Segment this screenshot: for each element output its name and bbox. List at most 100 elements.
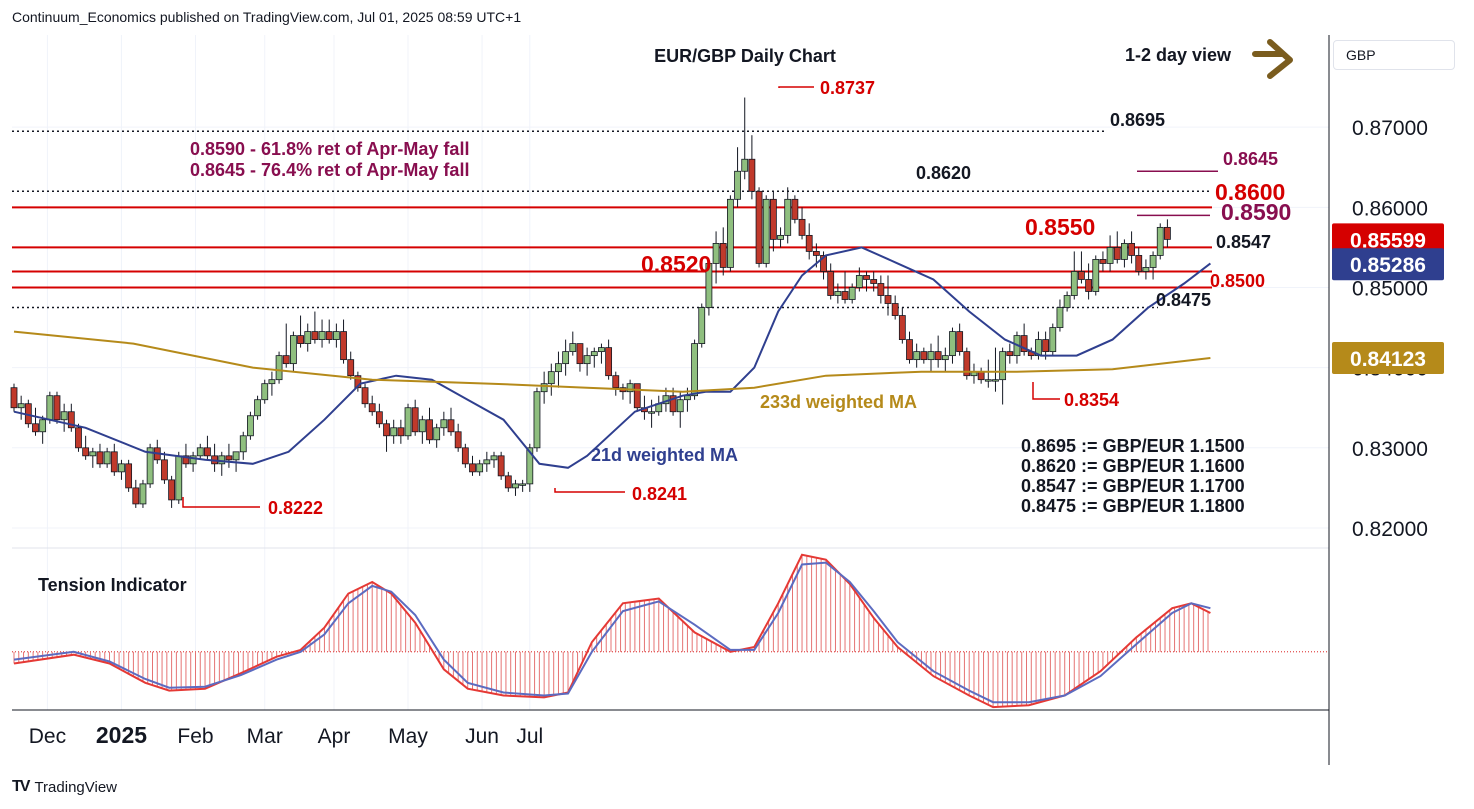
candle-body — [533, 391, 541, 449]
tradingview-logo[interactable]: TV TradingView — [12, 778, 117, 796]
candle-body — [855, 275, 863, 288]
candle-body — [67, 411, 75, 429]
y-tick-label: 0.87000 — [1352, 117, 1428, 140]
annotation-fib-618: 0.8590 - 61.8% ret of Apr-May fall — [190, 139, 469, 159]
candle-body — [741, 158, 749, 172]
candle-body — [1135, 255, 1143, 272]
candle-body — [125, 463, 133, 489]
level-label-8500: 0.8500 — [1210, 271, 1265, 291]
candle-body — [82, 447, 90, 457]
candle-body — [1156, 226, 1164, 256]
candle-body — [325, 331, 333, 340]
candle-body — [53, 395, 61, 421]
candle-body — [390, 427, 398, 437]
candle-body — [340, 331, 347, 361]
annotation-low-8222: 0.8222 — [268, 498, 323, 518]
candle-body — [984, 379, 992, 382]
level-label-8600: 0.8600 — [1215, 179, 1285, 205]
price-tag-label: 0.85599 — [1350, 229, 1426, 252]
candle-body — [519, 483, 527, 486]
candle-body — [762, 198, 770, 264]
candle-body — [598, 347, 605, 353]
candle-body — [368, 403, 376, 413]
candle-body — [547, 371, 555, 385]
candle-body — [483, 459, 491, 465]
candle-body — [1020, 335, 1028, 353]
candle-body — [848, 287, 856, 300]
candle-body — [1099, 259, 1107, 264]
candle-body — [204, 447, 211, 457]
tension-indicator-title: Tension Indicator — [38, 575, 187, 595]
candle-body — [118, 463, 125, 473]
candle-body — [469, 463, 476, 473]
candle-body — [1056, 307, 1064, 328]
candle-body — [798, 218, 806, 236]
level-label-8547: 0.8547 — [1216, 232, 1271, 252]
candle-body — [927, 351, 935, 361]
candle-body — [734, 170, 741, 200]
candle-body — [949, 331, 956, 357]
candle-body — [75, 427, 82, 449]
candle-body — [161, 459, 168, 481]
candle-body — [1092, 259, 1100, 292]
candle-body — [812, 251, 820, 256]
candle-body — [46, 395, 54, 421]
candle-body — [605, 347, 613, 377]
candle-body — [132, 487, 140, 505]
candle-body — [447, 419, 455, 433]
y-tick-label: 0.86000 — [1352, 197, 1428, 220]
candle-body — [963, 351, 971, 377]
candle-body — [96, 451, 104, 465]
candle-body — [261, 383, 269, 401]
candle-body — [977, 371, 985, 381]
candle-body — [1142, 267, 1150, 272]
candle-body — [684, 395, 691, 401]
candle-body — [863, 275, 870, 280]
candle-body — [1113, 247, 1121, 260]
price-tag-bg — [1332, 342, 1444, 375]
candle-body — [433, 427, 441, 441]
level-label-8590: 0.8590 — [1221, 199, 1291, 225]
candle-body — [1063, 295, 1071, 308]
candle-body — [669, 395, 677, 413]
currency-selector[interactable]: GBP — [1333, 40, 1455, 70]
candle-body — [769, 198, 777, 240]
candle-body — [576, 343, 584, 365]
candle-body — [297, 335, 304, 345]
annotation-conversion-1: 0.8695 := GBP/EUR 1.1500 — [1021, 436, 1245, 456]
candle-body — [648, 411, 655, 414]
tension-oscillator-line — [13, 553, 1211, 709]
tension-signal-line — [13, 561, 1211, 704]
candle-body — [590, 351, 598, 357]
candle-body — [175, 455, 183, 501]
candle-body — [461, 447, 469, 465]
leader-8737 — [778, 86, 814, 88]
tradingview-mark-icon: TV — [12, 778, 31, 795]
tradingview-brand: TradingView — [34, 778, 117, 796]
leader-8222 — [182, 497, 260, 508]
x-tick-label: May — [388, 725, 428, 748]
tension-indicator: Tension Indicator — [12, 553, 1329, 709]
annotations: EUR/GBP Daily Chart 1-2 day view 0.8695 0.8… — [182, 39, 1293, 518]
candle-body — [1006, 351, 1014, 357]
candle-body — [898, 315, 906, 340]
candle-body — [504, 475, 512, 489]
leader-8241 — [554, 488, 625, 493]
candle-body — [232, 451, 240, 461]
candle-body — [354, 375, 362, 389]
candle-body — [17, 403, 25, 409]
candle-body — [841, 291, 849, 300]
price-tag-bg — [1332, 248, 1444, 281]
annotation-conversion-3: 0.8547 := GBP/EUR 1.1700 — [1021, 476, 1245, 496]
candle-body — [755, 190, 763, 264]
candle-body — [784, 198, 792, 236]
candle-body — [139, 483, 147, 505]
candle-body — [870, 279, 878, 284]
candle-body — [999, 351, 1007, 381]
candle-body — [304, 331, 312, 345]
x-tick-label: Jun — [465, 725, 499, 748]
candle-body — [397, 427, 405, 437]
level-label-8475: 0.8475 — [1156, 290, 1211, 310]
candle-body — [454, 431, 462, 449]
